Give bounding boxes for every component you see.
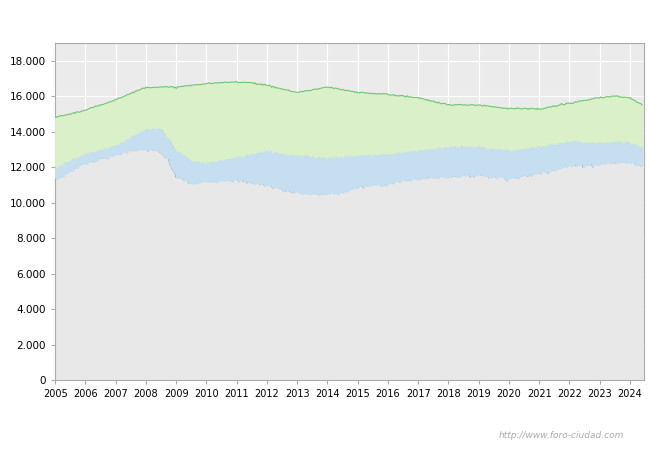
Text: http://www.foro-ciudad.com: http://www.foro-ciudad.com	[499, 431, 624, 440]
Text: Valls - Evolucion de la poblacion en edad de Trabajar Mayo de 2024: Valls - Evolucion de la poblacion en eda…	[99, 12, 551, 25]
